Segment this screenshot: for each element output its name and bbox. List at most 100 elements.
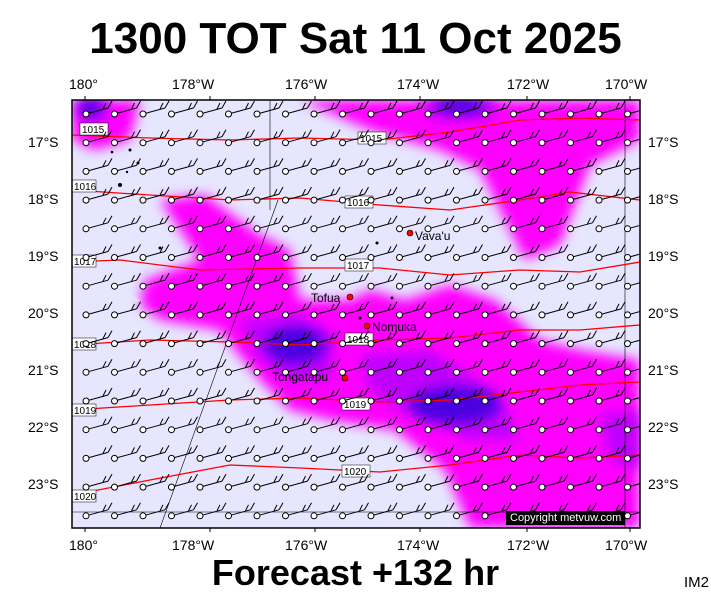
wind-barb-feather <box>359 418 363 425</box>
lon-label-top: 170°W <box>605 76 648 92</box>
wind-station-circle <box>282 454 289 462</box>
wind-barb-feather <box>164 330 170 338</box>
wind-station-circle <box>225 110 232 118</box>
wind-barb-feather <box>107 330 113 338</box>
wind-barb-feather <box>587 274 591 282</box>
wind-barb-feather <box>558 131 563 138</box>
wind-barb-shaft <box>513 164 536 172</box>
wind-barb-feather <box>615 303 620 311</box>
wind-barb-feather <box>416 188 420 196</box>
wind-station-circle <box>510 196 517 204</box>
wind-barb-feather <box>359 389 363 397</box>
wind-barb-shaft <box>342 107 365 115</box>
wind-barb-feather <box>107 158 113 166</box>
wind-barb-feather <box>473 246 477 253</box>
wind-barb-feather <box>188 188 192 196</box>
wind-barb-feather <box>136 301 141 310</box>
wind-station-circle <box>567 167 574 175</box>
wind-barb-feather <box>421 416 426 424</box>
wind-station-circle <box>282 282 289 290</box>
wind-station-circle <box>367 426 375 434</box>
map-frame <box>71 99 641 529</box>
wind-barb-feather <box>245 418 249 425</box>
wind-barb-feather <box>136 387 141 396</box>
wind-barb-shaft <box>313 394 337 402</box>
wind-barb-feather <box>330 246 335 253</box>
wind-barb-feather <box>501 246 506 253</box>
wind-barb-shaft <box>313 136 337 144</box>
wind-barb-feather <box>530 332 534 339</box>
wind-barb-feather <box>307 100 312 109</box>
wind-barb-feather <box>193 301 198 310</box>
wind-barb-shaft <box>513 279 536 287</box>
wind-barb-feather <box>478 502 483 511</box>
wind-barb-feather <box>563 272 569 281</box>
wind-barb-shaft <box>171 480 194 488</box>
wind-barb-feather <box>501 131 506 138</box>
wind-station-circle <box>82 139 90 147</box>
wind-barb-feather <box>592 301 597 310</box>
wind-barb-feather <box>302 188 306 196</box>
wind-station-circle <box>111 167 118 175</box>
wind-barb-feather <box>645 505 648 511</box>
wind-barb-feather <box>392 502 398 511</box>
wind-barb-feather <box>535 445 540 453</box>
wind-station-circle <box>253 282 261 290</box>
wind-barb-shaft <box>456 251 479 258</box>
wind-barb-feather <box>307 158 312 166</box>
wind-barb-shaft <box>114 164 137 172</box>
wind-barb-shaft <box>313 451 337 459</box>
wind-barb-shaft <box>142 164 166 172</box>
wind-barb-feather <box>221 330 227 338</box>
wind-station-circle <box>82 426 90 434</box>
isobar-label: 1020 <box>344 467 367 478</box>
wind-barb-shaft <box>171 279 194 287</box>
tofua-label: Tofua <box>311 291 341 305</box>
wind-barb-shaft <box>228 423 251 431</box>
wind-barb-feather <box>615 188 620 196</box>
wind-barb-feather <box>506 473 512 482</box>
wind-barb-shaft <box>256 365 280 373</box>
wind-station-circle <box>367 225 375 233</box>
wind-station-circle <box>453 454 460 462</box>
wind-barb-feather <box>558 418 563 425</box>
wind-barb-feather <box>364 100 369 109</box>
wind-station-circle <box>538 340 546 348</box>
wind-barb-feather <box>302 246 306 253</box>
wind-barb-feather <box>506 359 512 367</box>
wind-barb-feather <box>444 160 449 167</box>
wind-barb-feather <box>473 447 477 454</box>
wind-barb-feather <box>136 330 141 338</box>
wind-barb-shaft <box>313 365 337 373</box>
wind-barb-feather <box>107 301 113 310</box>
wind-barb-feather <box>250 100 255 109</box>
wind-barb-feather <box>530 246 534 253</box>
wind-barb-shaft <box>513 136 536 144</box>
wind-barb-feather <box>501 418 506 425</box>
wind-station-circle <box>453 225 460 233</box>
wind-barb-feather <box>530 361 534 368</box>
wind-barb-shaft <box>598 251 622 258</box>
wind-barb-feather <box>444 246 449 253</box>
lon-label-bottom: 178°W <box>172 537 215 553</box>
wind-station-circle <box>624 368 631 376</box>
wind-barb-feather <box>421 244 426 252</box>
wind-barb-shaft <box>285 251 308 258</box>
wind-barb-shaft <box>627 167 640 172</box>
wind-barb-feather <box>444 475 449 483</box>
wind-station-circle <box>82 225 90 233</box>
wind-barb-feather <box>506 502 512 511</box>
wind-barb-feather <box>563 473 569 482</box>
wind-station-circle <box>424 340 432 348</box>
wind-station-circle <box>310 454 318 462</box>
wind-station-circle <box>367 397 375 405</box>
wind-barb-feather <box>587 246 591 253</box>
wind-barb-shaft <box>285 222 308 230</box>
wind-barb-feather <box>102 274 107 282</box>
wind-barb-feather <box>335 330 341 338</box>
wind-barb-shaft <box>313 279 337 287</box>
wind-barb-feather <box>416 274 420 282</box>
wind-barb-feather <box>216 389 221 397</box>
wind-station-circle <box>396 397 403 405</box>
wind-barb-feather <box>278 416 284 424</box>
